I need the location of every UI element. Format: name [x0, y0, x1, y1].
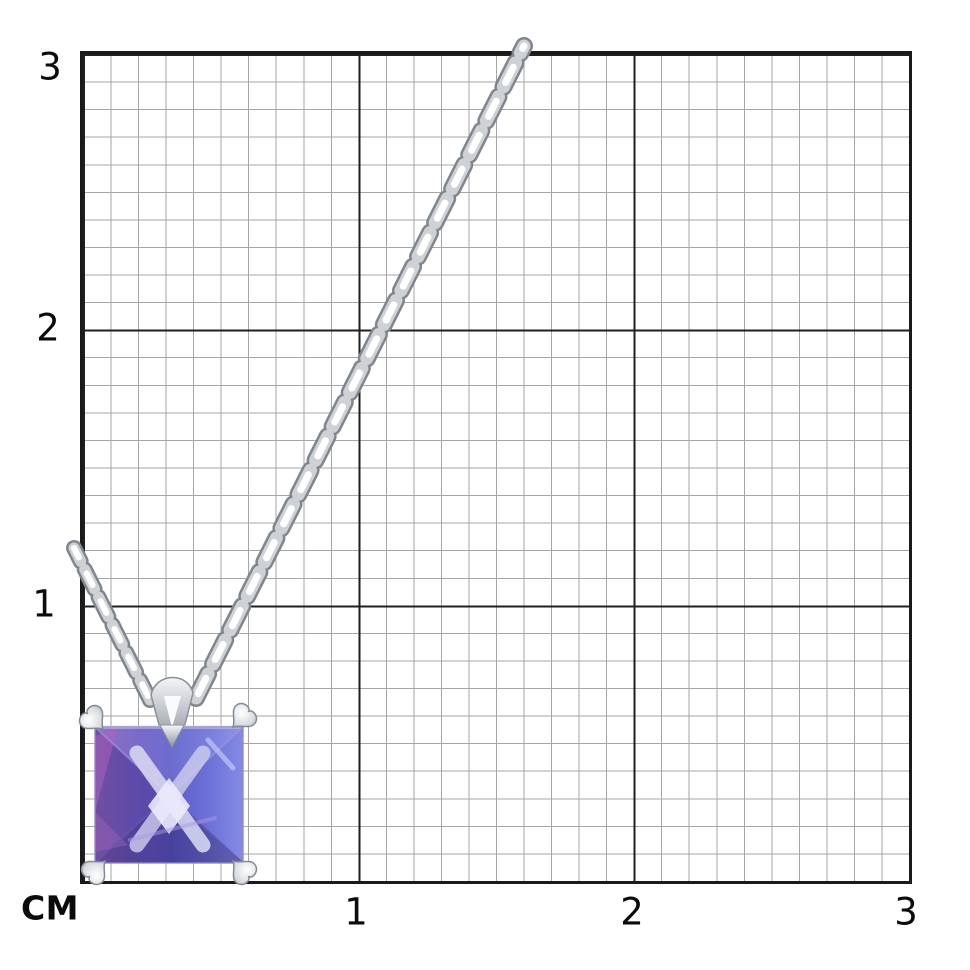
bail-tip-over-stone — [159, 724, 185, 749]
y-axis-tick-label-1: 1 — [32, 582, 56, 626]
y-axis-tick-label-2: 2 — [36, 306, 60, 350]
y-axis-tick-label-3: 3 — [38, 45, 62, 89]
unit-label-cm: СМ — [20, 888, 80, 928]
x-axis-tick-label-3: 3 — [894, 890, 918, 934]
x-axis-tick-label-1: 1 — [344, 890, 368, 934]
chain-strand-left — [66, 540, 158, 708]
x-axis-tick-label-2: 2 — [620, 890, 644, 934]
gemstone — [94, 724, 244, 864]
chain-strand-right — [187, 37, 533, 707]
